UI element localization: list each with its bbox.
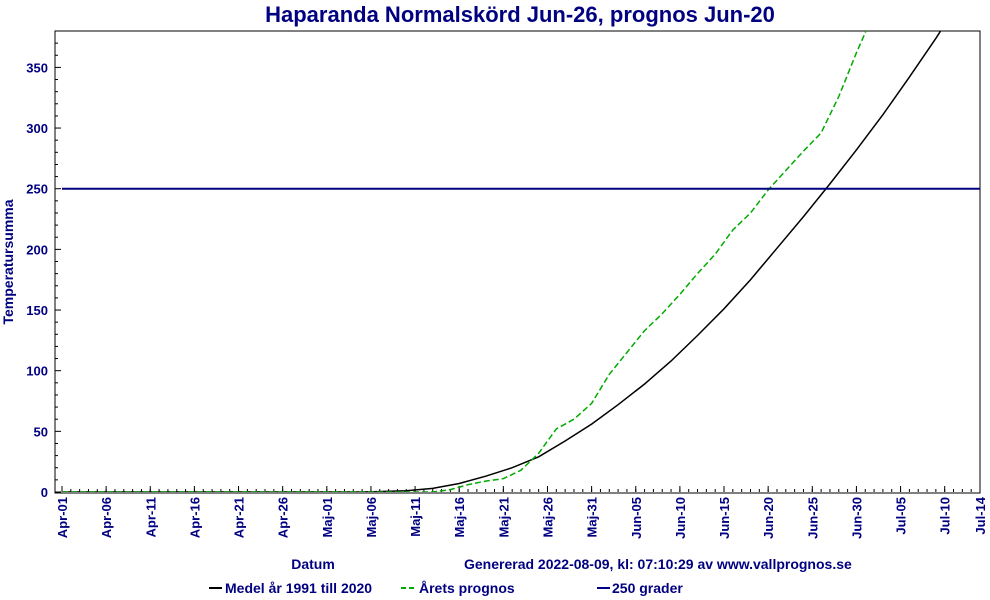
- y-tick-label: 300: [26, 121, 48, 136]
- y-tick-label: 150: [26, 303, 48, 318]
- x-tick-label: Jul-10: [938, 497, 953, 535]
- x-tick-label: Apr-26: [276, 497, 291, 538]
- legend-label-medel: Medel år 1991 till 2020: [225, 580, 372, 596]
- series-line-medel-r-1991-till-2020: [62, 31, 942, 492]
- x-axis-label: Datum: [291, 556, 335, 572]
- legend: Medel år 1991 till 2020 Årets prognos 25…: [209, 580, 683, 596]
- x-tick-label: Jul-05: [894, 497, 909, 535]
- legend-label-prognos: Årets prognos: [419, 580, 515, 596]
- generated-note: Genererad 2022-08-09, kl: 07:10:29 av ww…: [464, 556, 852, 572]
- x-tick-label: Maj-16: [452, 497, 467, 537]
- x-tick-label: Jun-05: [629, 497, 644, 539]
- x-tick-label: Apr-21: [232, 497, 247, 538]
- y-tick-label: 0: [41, 485, 48, 500]
- x-tick-label: Maj-21: [496, 497, 511, 537]
- y-tick-label: 50: [34, 424, 48, 439]
- x-tick-label: Apr-11: [143, 497, 158, 537]
- series-line-rets-prognos: [62, 31, 867, 492]
- x-tick-label: Jun-30: [849, 497, 864, 539]
- x-tick-label: Maj-01: [320, 497, 335, 537]
- x-tick-label: Apr-06: [99, 497, 114, 538]
- x-tick-label: Maj-31: [585, 497, 600, 537]
- y-tick-label: 250: [26, 182, 48, 197]
- x-tick-label: Apr-01: [55, 497, 70, 538]
- y-tick-label: 100: [26, 364, 48, 379]
- series-layer: [62, 31, 980, 492]
- y-axis-label: Temperatursumma: [0, 199, 16, 324]
- y-tick-label: 200: [26, 242, 48, 257]
- x-axis: Apr-01 Apr-06 Apr-11 Apr-16 Apr-21 Apr-26 Maj-…: [55, 486, 988, 539]
- legend-label-250: 250 grader: [612, 580, 683, 596]
- chart-title: Haparanda Normalskörd Jun-26, prognos Ju…: [265, 2, 775, 27]
- x-tick-label: Apr-16: [187, 497, 202, 538]
- x-tick-label: Jun-20: [761, 497, 776, 539]
- y-tick-label: 350: [26, 60, 48, 75]
- x-tick-label: Maj-11: [408, 497, 423, 537]
- x-tick-label: Jun-15: [717, 497, 732, 539]
- x-tick-label: Maj-26: [540, 497, 555, 537]
- plot-area: [54, 30, 981, 494]
- x-tick-label: Maj-06: [364, 497, 379, 537]
- x-tick-label: Jul-14: [973, 496, 988, 534]
- x-tick-label: Jun-25: [805, 497, 820, 539]
- y-axis: 0 50 100 150 200 250 300 350: [26, 30, 61, 500]
- x-tick-label: Jun-10: [673, 497, 688, 539]
